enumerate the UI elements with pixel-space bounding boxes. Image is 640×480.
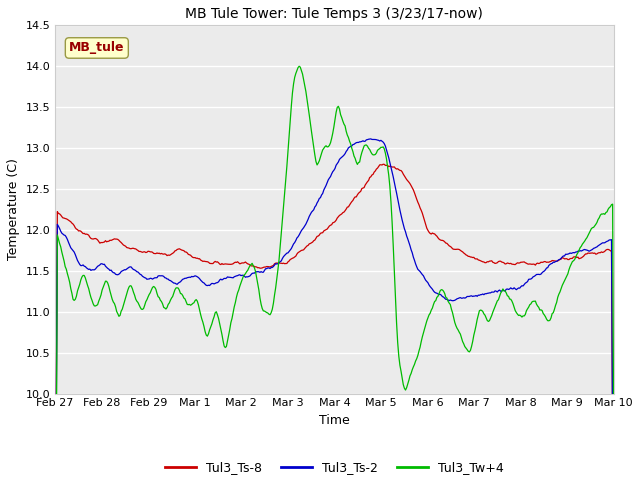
Legend: Tul3_Ts-8, Tul3_Ts-2, Tul3_Tw+4: Tul3_Ts-8, Tul3_Ts-2, Tul3_Tw+4 (160, 456, 509, 480)
Y-axis label: Temperature (C): Temperature (C) (7, 158, 20, 260)
Title: MB Tule Tower: Tule Temps 3 (3/23/17-now): MB Tule Tower: Tule Temps 3 (3/23/17-now… (186, 7, 483, 21)
Text: MB_tule: MB_tule (69, 41, 125, 55)
X-axis label: Time: Time (319, 414, 350, 427)
